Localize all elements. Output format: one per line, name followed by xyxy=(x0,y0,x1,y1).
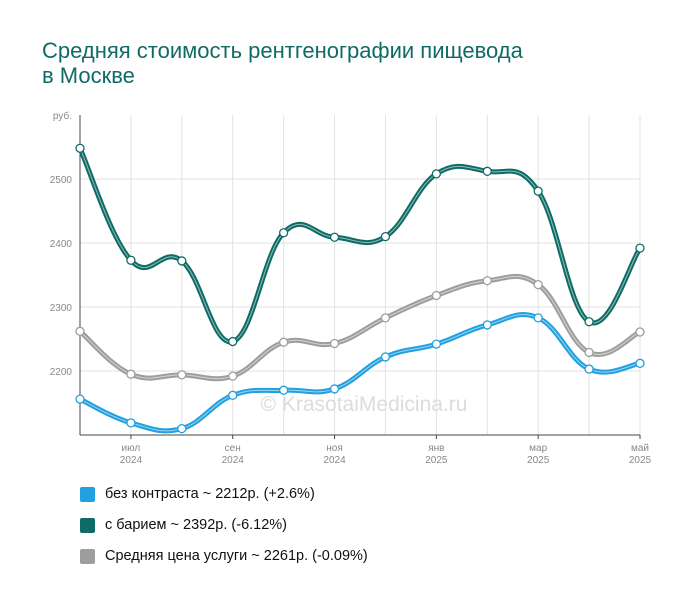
x-tick-label-year: 2024 xyxy=(323,455,346,466)
x-tick-label-year: 2024 xyxy=(120,455,143,466)
data-point xyxy=(482,166,492,176)
data-point xyxy=(584,364,594,374)
data-point xyxy=(635,358,645,368)
legend: без контраста ~ 2212р. (+2.6%) с барием … xyxy=(80,486,368,579)
chart-title-line-2: в Москве xyxy=(42,63,135,88)
legend-item-no-contrast[interactable]: без контраста ~ 2212р. (+2.6%) xyxy=(80,486,368,502)
data-point xyxy=(380,231,391,242)
data-point xyxy=(177,423,187,434)
data-point xyxy=(75,326,85,336)
x-tick-label-year: 2025 xyxy=(629,455,652,466)
x-tick-label-month: мар xyxy=(529,443,547,454)
data-point xyxy=(126,369,136,379)
data-point xyxy=(584,317,594,327)
data-point xyxy=(228,390,238,400)
chart-title-line-1: Средняя стоимость рентгенографии пищевод… xyxy=(42,38,523,63)
data-point xyxy=(278,337,289,347)
y-tick-label: 2400 xyxy=(50,239,73,250)
data-point xyxy=(380,352,391,362)
y-tick-label: 2200 xyxy=(50,367,73,378)
data-point xyxy=(278,385,289,395)
y-tick-label: 2300 xyxy=(50,303,73,314)
data-point xyxy=(482,320,492,330)
x-tick-label-month: ноя xyxy=(326,443,343,454)
data-point xyxy=(329,338,340,349)
data-point xyxy=(329,384,340,394)
data-point xyxy=(126,418,136,428)
x-tick-label-year: 2024 xyxy=(222,455,245,466)
series-lines xyxy=(77,145,643,434)
data-point xyxy=(431,339,442,349)
data-point xyxy=(75,143,85,153)
legend-label-barium: с барием ~ 2392р. (-6.12%) xyxy=(105,517,288,533)
legend-label-average: Средняя цена услуги ~ 2261р. (-0.09%) xyxy=(105,548,368,564)
grid-lines xyxy=(79,115,641,435)
data-point xyxy=(177,256,187,266)
data-point xyxy=(533,279,543,290)
data-point xyxy=(431,290,442,301)
data-point xyxy=(228,336,238,347)
x-tick-label-year: 2025 xyxy=(527,455,550,466)
x-tick-label-month: июл xyxy=(122,443,141,454)
data-point xyxy=(635,327,645,337)
y-axis-label: руб. xyxy=(53,110,72,122)
series-line-2 xyxy=(77,145,643,345)
legend-label-no-contrast: без контраста ~ 2212р. (+2.6%) xyxy=(105,486,315,502)
series-line-highlight-0 xyxy=(79,275,641,380)
data-point xyxy=(380,313,391,323)
legend-item-average[interactable]: Средняя цена услуги ~ 2261р. (-0.09%) xyxy=(80,548,368,564)
line-chart: 2200230024002500руб.июл2024сен2024ноя202… xyxy=(50,110,652,466)
x-tick-label-month: янв xyxy=(428,443,444,454)
data-points xyxy=(75,143,645,434)
series-line-highlight-2 xyxy=(79,148,641,343)
data-point xyxy=(126,255,136,265)
series-line-0 xyxy=(77,273,643,382)
legend-swatch-no-contrast xyxy=(80,486,95,502)
legend-swatch-average xyxy=(80,548,95,564)
data-point xyxy=(228,371,238,381)
data-point xyxy=(635,243,645,253)
legend-item-barium[interactable]: с барием ~ 2392р. (-6.12%) xyxy=(80,517,368,533)
legend-swatch-barium xyxy=(80,517,95,533)
data-point xyxy=(533,313,543,323)
y-tick-label: 2500 xyxy=(50,175,73,186)
axes: 2200230024002500руб.июл2024сен2024ноя202… xyxy=(50,110,652,466)
data-point xyxy=(75,394,85,404)
watermark: © KrasotaiMedicina.ru xyxy=(261,393,468,416)
data-point xyxy=(278,228,289,238)
data-point xyxy=(584,347,594,358)
x-tick-label-year: 2025 xyxy=(425,455,448,466)
chart-title: Средняя стоимость рентгенографии пищевод… xyxy=(42,38,662,88)
data-point xyxy=(482,276,492,286)
data-point xyxy=(329,232,340,242)
data-point xyxy=(177,370,187,380)
data-point xyxy=(431,169,442,179)
data-point xyxy=(533,186,543,196)
x-tick-label-month: сен xyxy=(225,443,241,454)
x-tick-label-month: май xyxy=(631,443,649,454)
